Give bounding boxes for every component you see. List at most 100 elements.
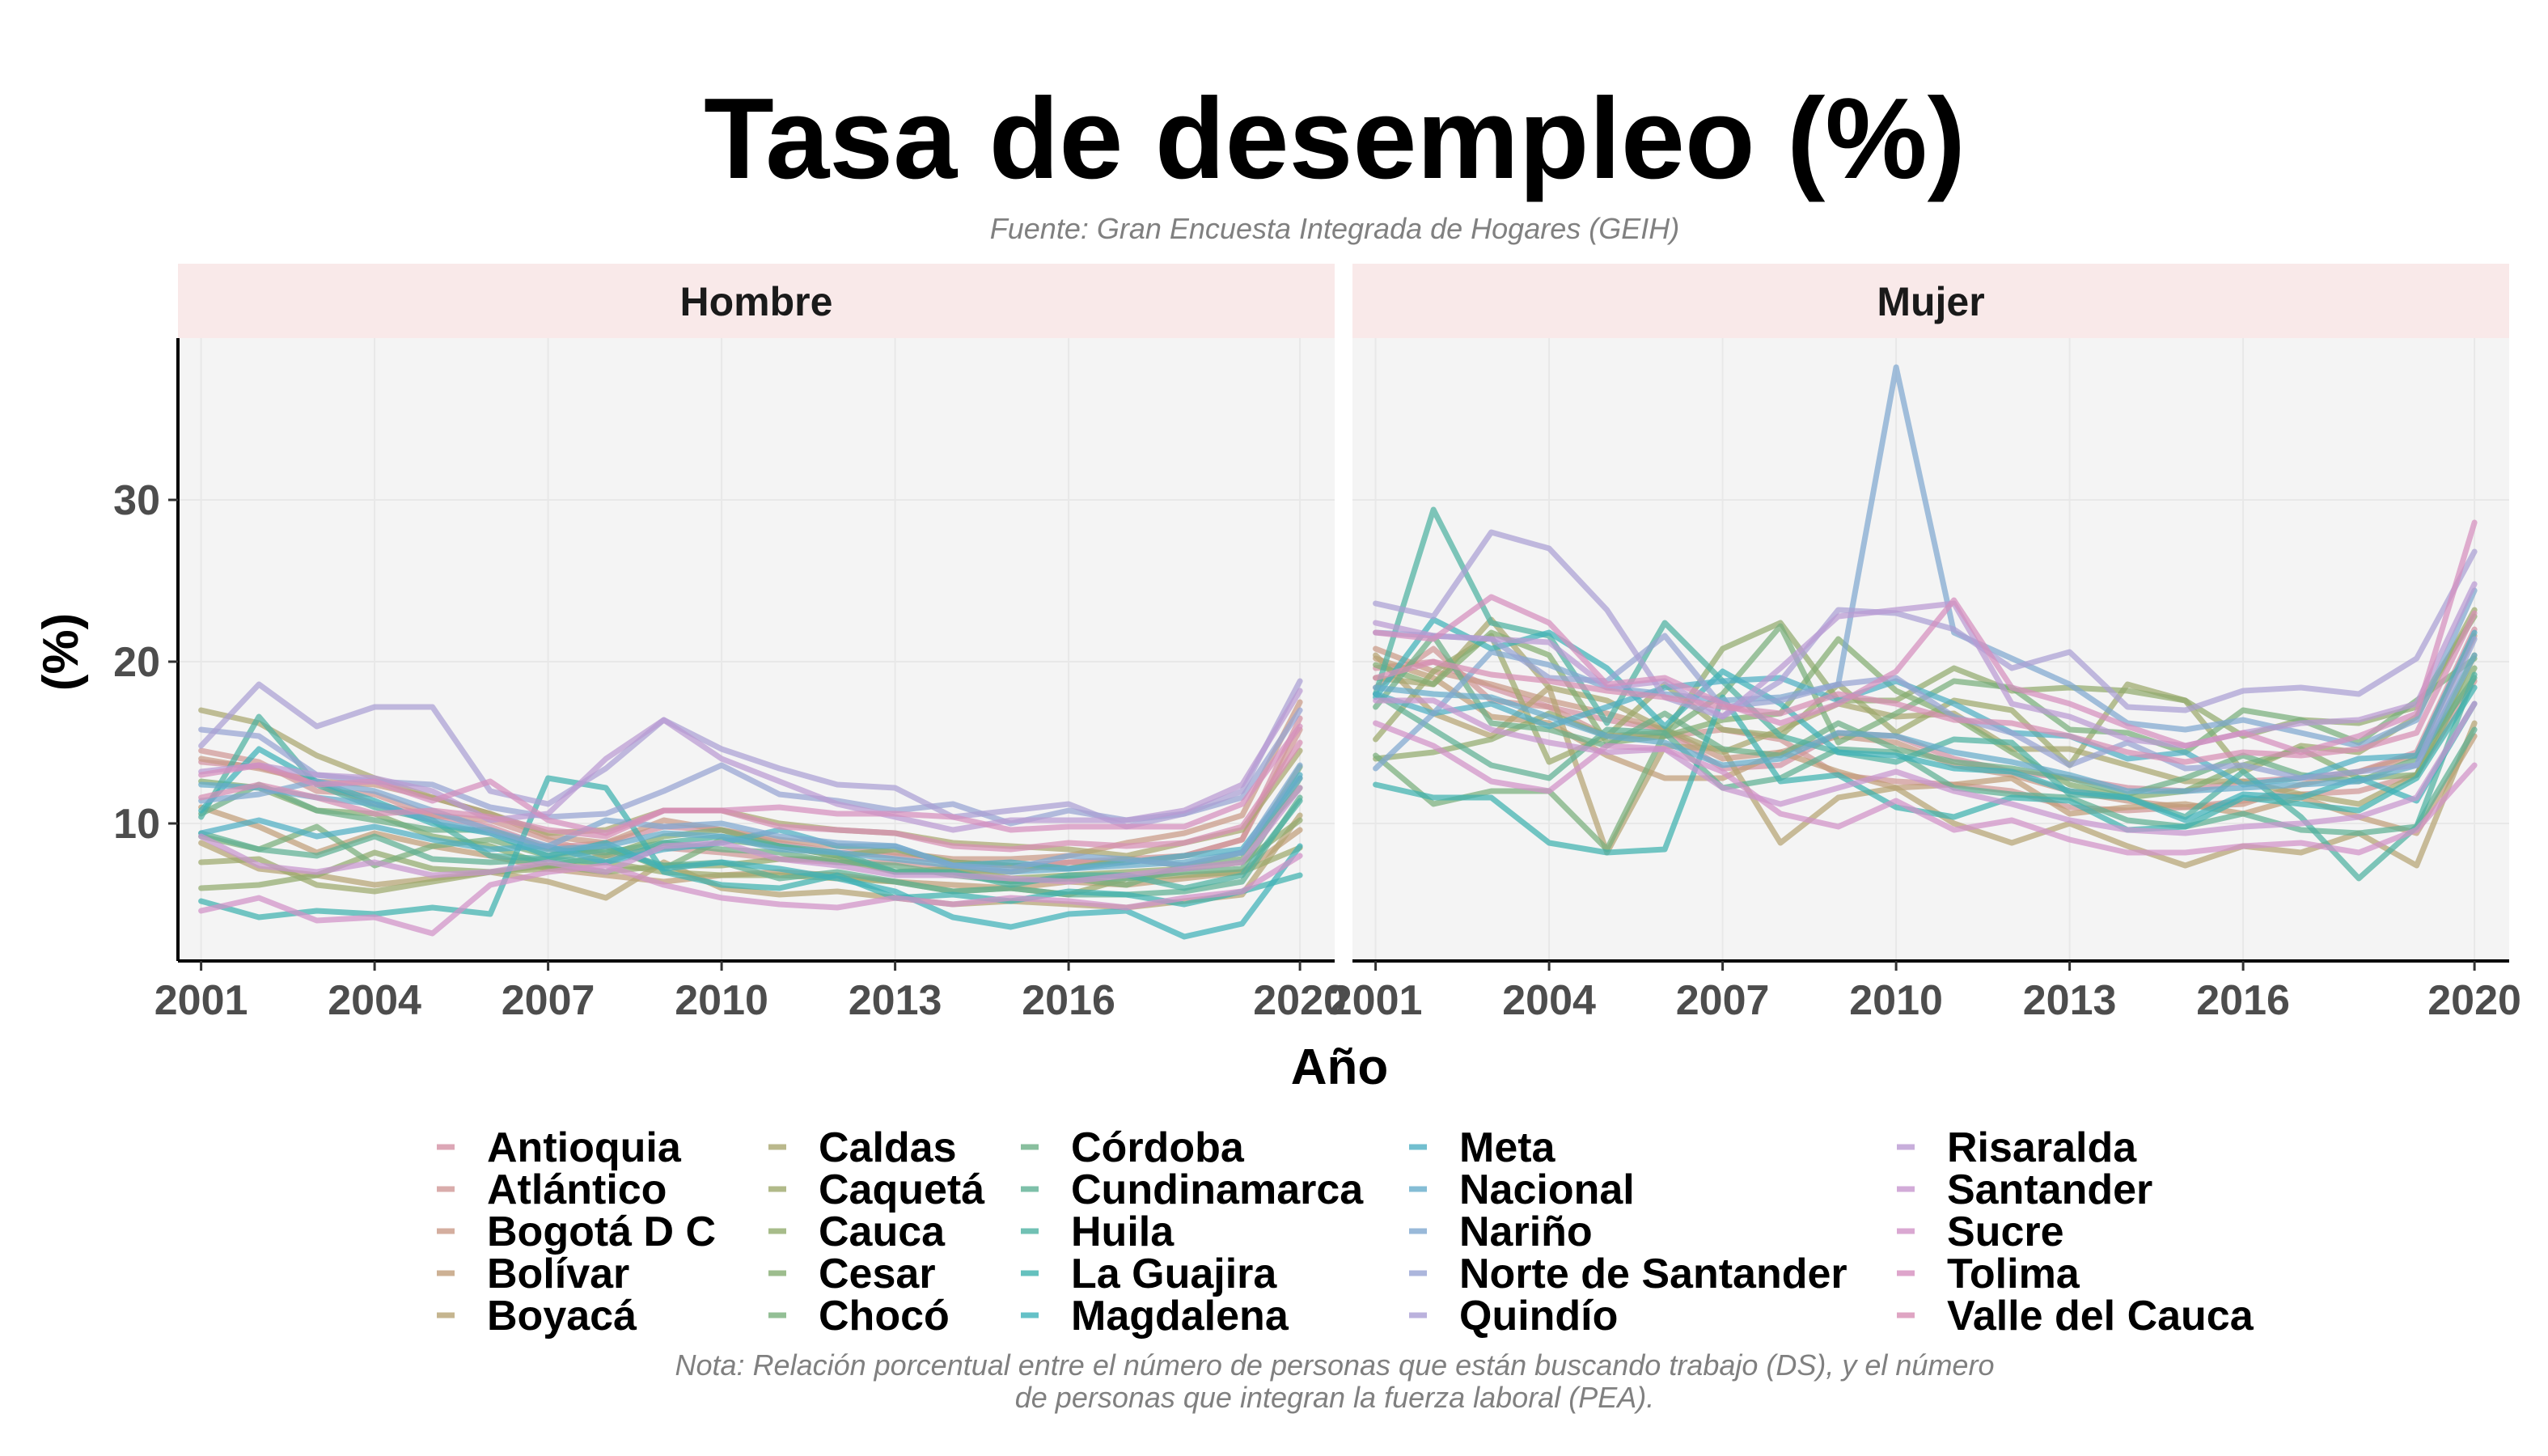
series-line-valle-del-cauca	[198, 739, 1303, 853]
legend-item-cundinamarca: Cundinamarca	[1021, 1166, 1364, 1213]
legend-label: Nacional	[1459, 1166, 1635, 1213]
x-tick-label: 2004	[1502, 977, 1596, 1024]
series-line-cordoba	[1373, 633, 2478, 798]
legend-label: Antioquia	[487, 1124, 682, 1171]
series-line-santander	[198, 785, 1303, 885]
x-tick-label: 2004	[328, 977, 421, 1024]
plot-panel	[1352, 338, 2509, 961]
x-tick-label: 2010	[1849, 977, 1943, 1024]
legend-label: Boyacá	[487, 1293, 637, 1340]
x-tick-label: 2001	[1329, 977, 1423, 1024]
legend-label: Norte de Santander	[1459, 1251, 1848, 1297]
series-line-la-guajira	[198, 775, 1303, 921]
x-tick-label: 2016	[1022, 977, 1115, 1024]
series-group	[198, 678, 1303, 940]
facet-panels: Hombre 2001 2004 2007 2010 2013 2016 2020 10 20 30…	[113, 264, 2521, 1024]
legend-label: Córdoba	[1071, 1124, 1245, 1171]
legend-label: La Guajira	[1071, 1251, 1277, 1297]
x-tick-label: 2010	[675, 977, 768, 1024]
series-line-sucre	[1373, 720, 2478, 856]
legend-label: Risaralda	[1947, 1124, 2137, 1171]
legend-item-antioquia: Antioquia	[437, 1124, 682, 1171]
series-group	[1373, 364, 2478, 882]
series-line-santander	[1373, 697, 2478, 836]
legend-item-magdalena: Magdalena	[1021, 1293, 1289, 1340]
series-line-tolima	[1373, 519, 2478, 756]
series-line-magdalena	[1373, 616, 2478, 823]
facet-strip-label: Mujer	[1877, 279, 1984, 324]
legend-label: Tolima	[1947, 1251, 2080, 1297]
legend-item-narino: Nariño	[1409, 1208, 1593, 1255]
series-line-narino	[1373, 364, 2478, 772]
legend-label: Santander	[1947, 1166, 2152, 1213]
legend-label: Valle del Cauca	[1947, 1293, 2254, 1340]
facet-strip	[178, 264, 1335, 338]
legend-label: Sucre	[1947, 1208, 2064, 1255]
legend-item-risaralda: Risaralda	[1897, 1124, 2137, 1171]
series-line-tolima	[198, 723, 1303, 836]
series-line-risaralda	[1373, 581, 2478, 749]
x-tick-label: 2020	[1253, 977, 1347, 1024]
x-tick-label: 2020	[2427, 977, 2521, 1024]
x-tick-label: 2013	[2023, 977, 2117, 1024]
legend-item-choco: Chocó	[768, 1293, 950, 1340]
legend-label: Bolívar	[487, 1251, 629, 1297]
legend-item-caldas: Caldas	[768, 1124, 957, 1171]
series-line-nacional	[198, 775, 1303, 875]
series-line-nacional	[1373, 652, 2478, 794]
legend-item-atlantico: Atlántico	[437, 1166, 667, 1213]
legend-item-bogota-d-c: Bogotá D C	[437, 1208, 716, 1255]
legend-label: Quindío	[1459, 1293, 1618, 1340]
series-line-norte-de-santander	[1373, 629, 2478, 781]
series-line-sucre	[198, 853, 1303, 937]
chart-note-line-2: de personas que integran la fuerza labor…	[1015, 1381, 1654, 1414]
facet-hombre: Hombre 2001 2004 2007 2010 2013 2016 2020 10 20 30	[113, 264, 1347, 1024]
legend-item-la-guajira: La Guajira	[1021, 1251, 1277, 1297]
legend-label: Cesar	[819, 1251, 936, 1297]
chart-note-line-1: Nota: Relación porcentual entre el númer…	[675, 1348, 1995, 1382]
series-line-meta	[1373, 629, 2478, 788]
series-line-valle-del-cauca	[1373, 610, 2478, 765]
legend-label: Cundinamarca	[1071, 1166, 1364, 1213]
legend-item-cesar: Cesar	[768, 1251, 936, 1297]
legend-item-cauca: Cauca	[768, 1208, 946, 1255]
legend-item-valle-del-cauca: Valle del Cauca	[1897, 1293, 2254, 1340]
legend-item-santander: Santander	[1897, 1166, 2152, 1213]
legend-label: Caldas	[819, 1124, 957, 1171]
legend-item-cordoba: Córdoba	[1021, 1124, 1245, 1171]
series-line-quindio	[1373, 529, 2478, 720]
legend-label: Meta	[1459, 1124, 1556, 1171]
x-tick-label: 2007	[502, 977, 595, 1024]
legend-item-boyaca: Boyacá	[437, 1293, 637, 1340]
y-axis-title: (%)	[33, 613, 89, 691]
x-axis-title: Año	[1291, 1039, 1389, 1095]
legend-item-caqueta: Caquetá	[768, 1166, 985, 1213]
legend-item-quindio: Quindío	[1409, 1293, 1618, 1340]
legend-item-meta: Meta	[1409, 1124, 1556, 1171]
legend-item-sucre: Sucre	[1897, 1208, 2064, 1255]
series-line-la-guajira	[1373, 684, 2478, 856]
legend-item-bolivar: Bolívar	[437, 1251, 629, 1297]
y-tick-label: 20	[113, 639, 160, 686]
facet-strip-label: Hombre	[680, 279, 833, 324]
series-line-cundinamarca	[1373, 691, 2478, 836]
legend-label: Caquetá	[819, 1166, 985, 1213]
chart-subtitle: Fuente: Gran Encuesta Integrada de Hogar…	[990, 212, 1679, 245]
x-tick-label: 2016	[2196, 977, 2290, 1024]
legend-label: Nariño	[1459, 1208, 1593, 1255]
series-line-narino	[198, 762, 1303, 872]
legend-label: Huila	[1071, 1208, 1175, 1255]
x-tick-label: 2001	[154, 977, 248, 1024]
x-tick-label: 2007	[1676, 977, 1770, 1024]
legend-item-huila: Huila	[1021, 1208, 1175, 1255]
y-tick-label: 10	[113, 801, 160, 848]
legend-label: Cauca	[819, 1208, 946, 1255]
chart-title: Tasa de desempleo (%)	[704, 74, 1966, 203]
facet-mujer: Mujer 2001 2004 2007 2010 2013 2016 2020	[1329, 264, 2521, 1024]
y-tick-label: 30	[113, 477, 160, 524]
series-line-risaralda	[198, 688, 1303, 833]
x-tick-label: 2013	[849, 977, 942, 1024]
legend-item-tolima: Tolima	[1897, 1251, 2080, 1297]
